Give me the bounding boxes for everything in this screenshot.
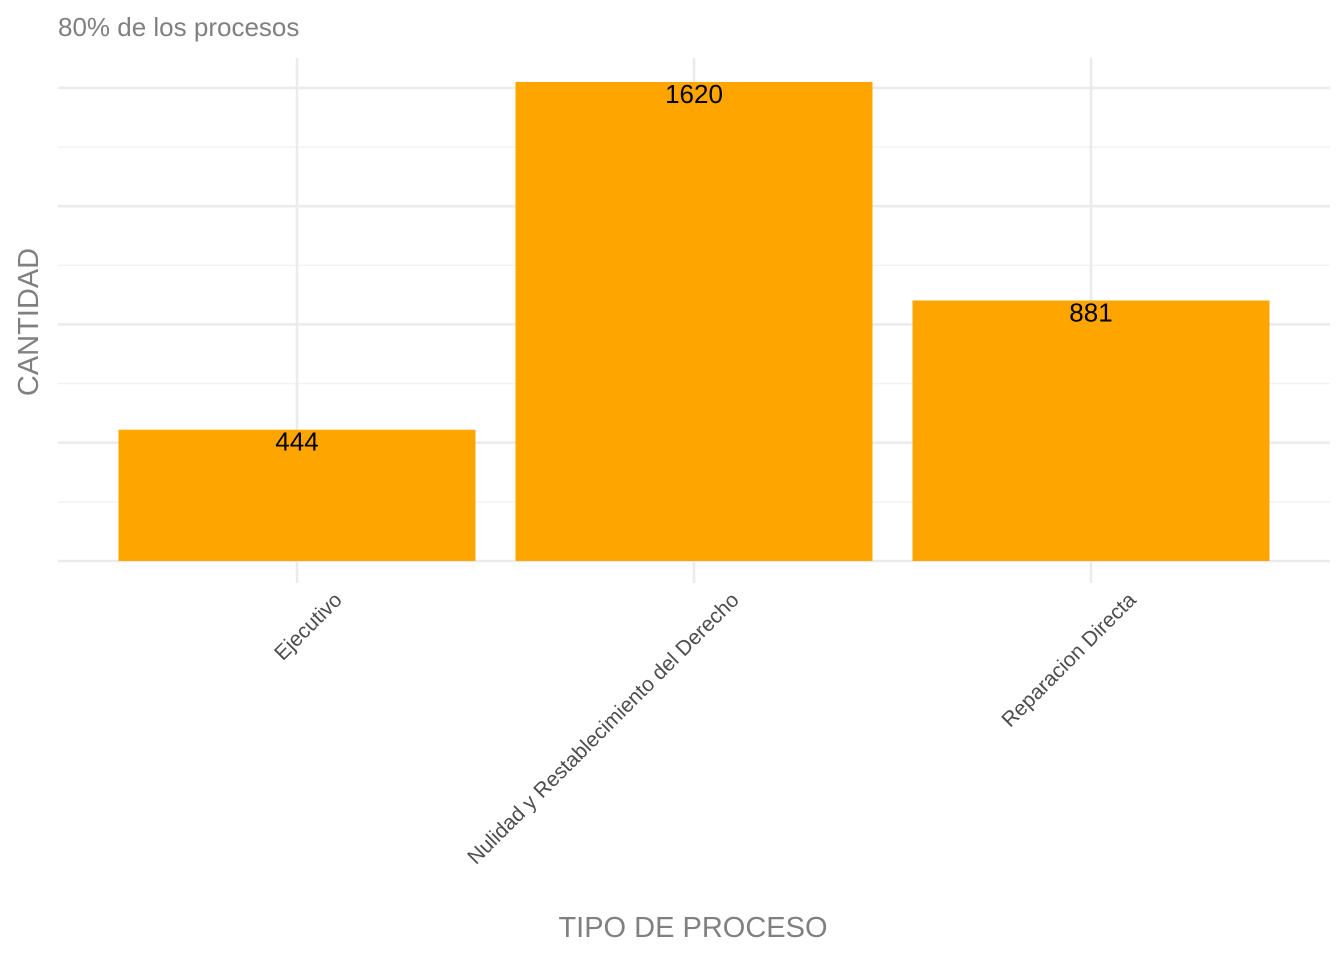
bar-layer xyxy=(118,82,1270,561)
x-tick-label-3: Reparacion Directa xyxy=(997,588,1141,732)
data-label-2: 1620 xyxy=(665,79,723,109)
x-tick-label-layer: Ejecutivo Nulidad y Restablecimiento del … xyxy=(270,588,1141,869)
x-axis-label: TIPO DE PROCESO xyxy=(558,912,827,944)
data-label-3: 881 xyxy=(1069,298,1112,328)
data-label-layer: 444 1620 881 xyxy=(275,79,1112,457)
data-label-1: 444 xyxy=(275,427,318,457)
chart-subtitle: 80% de los procesos xyxy=(58,12,299,42)
bar-3 xyxy=(912,300,1270,561)
y-axis-label: CANTIDAD xyxy=(13,248,45,396)
x-tick-label-1: Ejecutivo xyxy=(270,588,347,665)
bar-2 xyxy=(515,82,873,561)
bar-1 xyxy=(118,429,476,561)
x-tick-label-2: Nulidad y Restablecimiento del Derecho xyxy=(463,588,743,868)
